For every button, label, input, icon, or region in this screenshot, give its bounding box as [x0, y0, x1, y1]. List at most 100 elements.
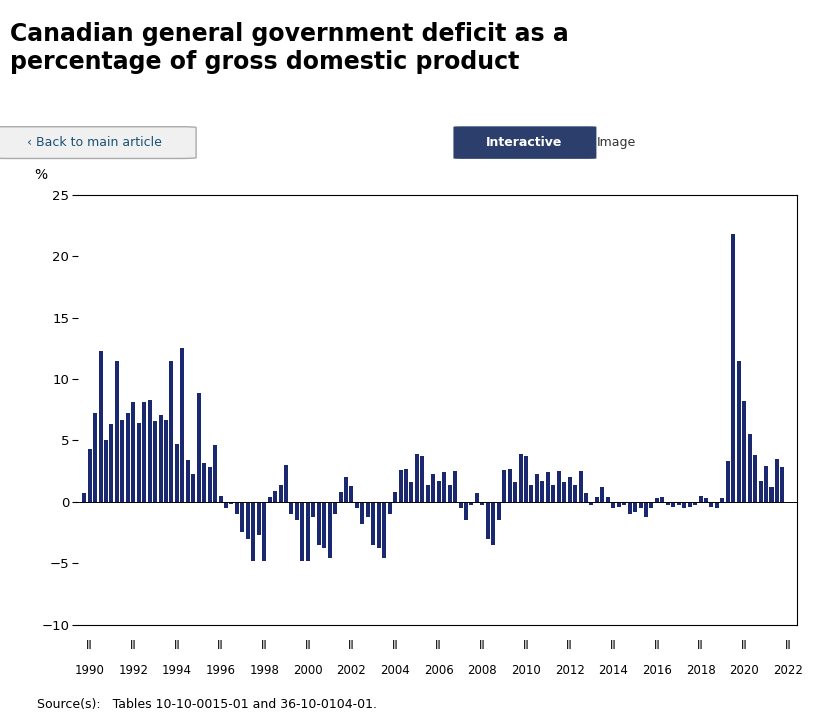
Bar	[126, 414, 130, 502]
Bar	[627, 502, 632, 514]
Bar	[458, 502, 462, 508]
Bar	[409, 482, 413, 502]
Bar	[377, 502, 381, 549]
Bar	[322, 502, 326, 549]
Bar	[104, 440, 108, 502]
Bar	[470, 502, 474, 505]
Bar	[115, 361, 119, 502]
Text: II: II	[784, 639, 791, 652]
Bar	[568, 477, 572, 502]
Bar	[153, 421, 157, 502]
Bar	[181, 349, 185, 502]
Bar	[562, 482, 566, 502]
Bar	[279, 484, 283, 502]
Bar	[284, 465, 288, 502]
Bar	[589, 502, 593, 505]
Bar	[295, 502, 299, 520]
Bar	[197, 393, 201, 502]
Bar	[93, 414, 97, 502]
Text: 2018: 2018	[685, 664, 716, 677]
Bar	[421, 456, 424, 502]
Bar	[758, 481, 762, 502]
Bar	[704, 498, 708, 502]
Bar	[486, 502, 490, 539]
Bar	[132, 402, 136, 502]
Bar	[338, 492, 342, 502]
Bar	[328, 502, 332, 558]
Text: II: II	[697, 639, 704, 652]
Bar	[230, 502, 234, 504]
Bar	[497, 502, 501, 520]
Text: 1998: 1998	[249, 664, 279, 677]
Text: II: II	[741, 639, 748, 652]
Bar	[202, 463, 206, 502]
Bar	[317, 502, 321, 545]
Text: II: II	[173, 639, 181, 652]
Bar	[426, 484, 430, 502]
Bar	[623, 502, 626, 505]
Bar	[491, 502, 495, 545]
Bar	[725, 461, 730, 502]
Bar	[676, 502, 681, 505]
Bar	[191, 474, 195, 502]
Bar	[715, 502, 719, 508]
Bar	[301, 502, 305, 561]
Bar	[666, 502, 670, 505]
Bar	[688, 502, 692, 507]
Bar	[578, 471, 583, 502]
Text: II: II	[87, 639, 93, 652]
Bar	[709, 502, 713, 507]
Bar	[136, 423, 141, 502]
Bar	[672, 502, 676, 507]
Bar	[617, 502, 621, 507]
Bar	[660, 497, 664, 502]
Bar	[600, 487, 605, 502]
Bar	[262, 502, 266, 561]
Bar	[453, 471, 458, 502]
Bar	[99, 351, 103, 502]
Bar	[721, 498, 725, 502]
Bar	[650, 502, 654, 508]
Bar	[158, 414, 163, 502]
Text: II: II	[523, 639, 529, 652]
FancyBboxPatch shape	[0, 126, 196, 158]
Bar	[748, 435, 752, 502]
Bar	[448, 484, 452, 502]
Bar	[573, 484, 577, 502]
Bar	[350, 486, 354, 502]
Bar	[404, 469, 408, 502]
Bar	[306, 502, 310, 561]
Bar	[529, 484, 534, 502]
Bar	[699, 496, 703, 502]
Bar	[770, 487, 774, 502]
Bar	[535, 474, 539, 502]
Bar	[234, 502, 239, 514]
Bar	[682, 502, 686, 508]
Text: 1990: 1990	[74, 664, 105, 677]
Text: Image: Image	[597, 136, 636, 149]
Bar	[257, 502, 261, 535]
Text: II: II	[305, 639, 311, 652]
Bar	[551, 484, 556, 502]
Bar	[382, 502, 386, 558]
Bar	[148, 400, 152, 502]
Bar	[524, 456, 528, 502]
Bar	[595, 497, 599, 502]
Text: Interactive: Interactive	[486, 136, 563, 149]
Bar	[655, 498, 659, 502]
Text: II: II	[479, 639, 486, 652]
Text: 2012: 2012	[555, 664, 585, 677]
Bar	[546, 472, 550, 502]
Text: II: II	[348, 639, 355, 652]
Text: 2008: 2008	[467, 664, 498, 677]
FancyBboxPatch shape	[453, 126, 596, 159]
Bar	[464, 502, 468, 520]
Bar	[431, 474, 435, 502]
Text: 2010: 2010	[511, 664, 541, 677]
Bar	[142, 402, 146, 502]
Text: II: II	[261, 639, 267, 652]
Bar	[442, 472, 446, 502]
Text: 1994: 1994	[162, 664, 192, 677]
Bar	[387, 502, 391, 514]
Bar	[333, 502, 337, 514]
